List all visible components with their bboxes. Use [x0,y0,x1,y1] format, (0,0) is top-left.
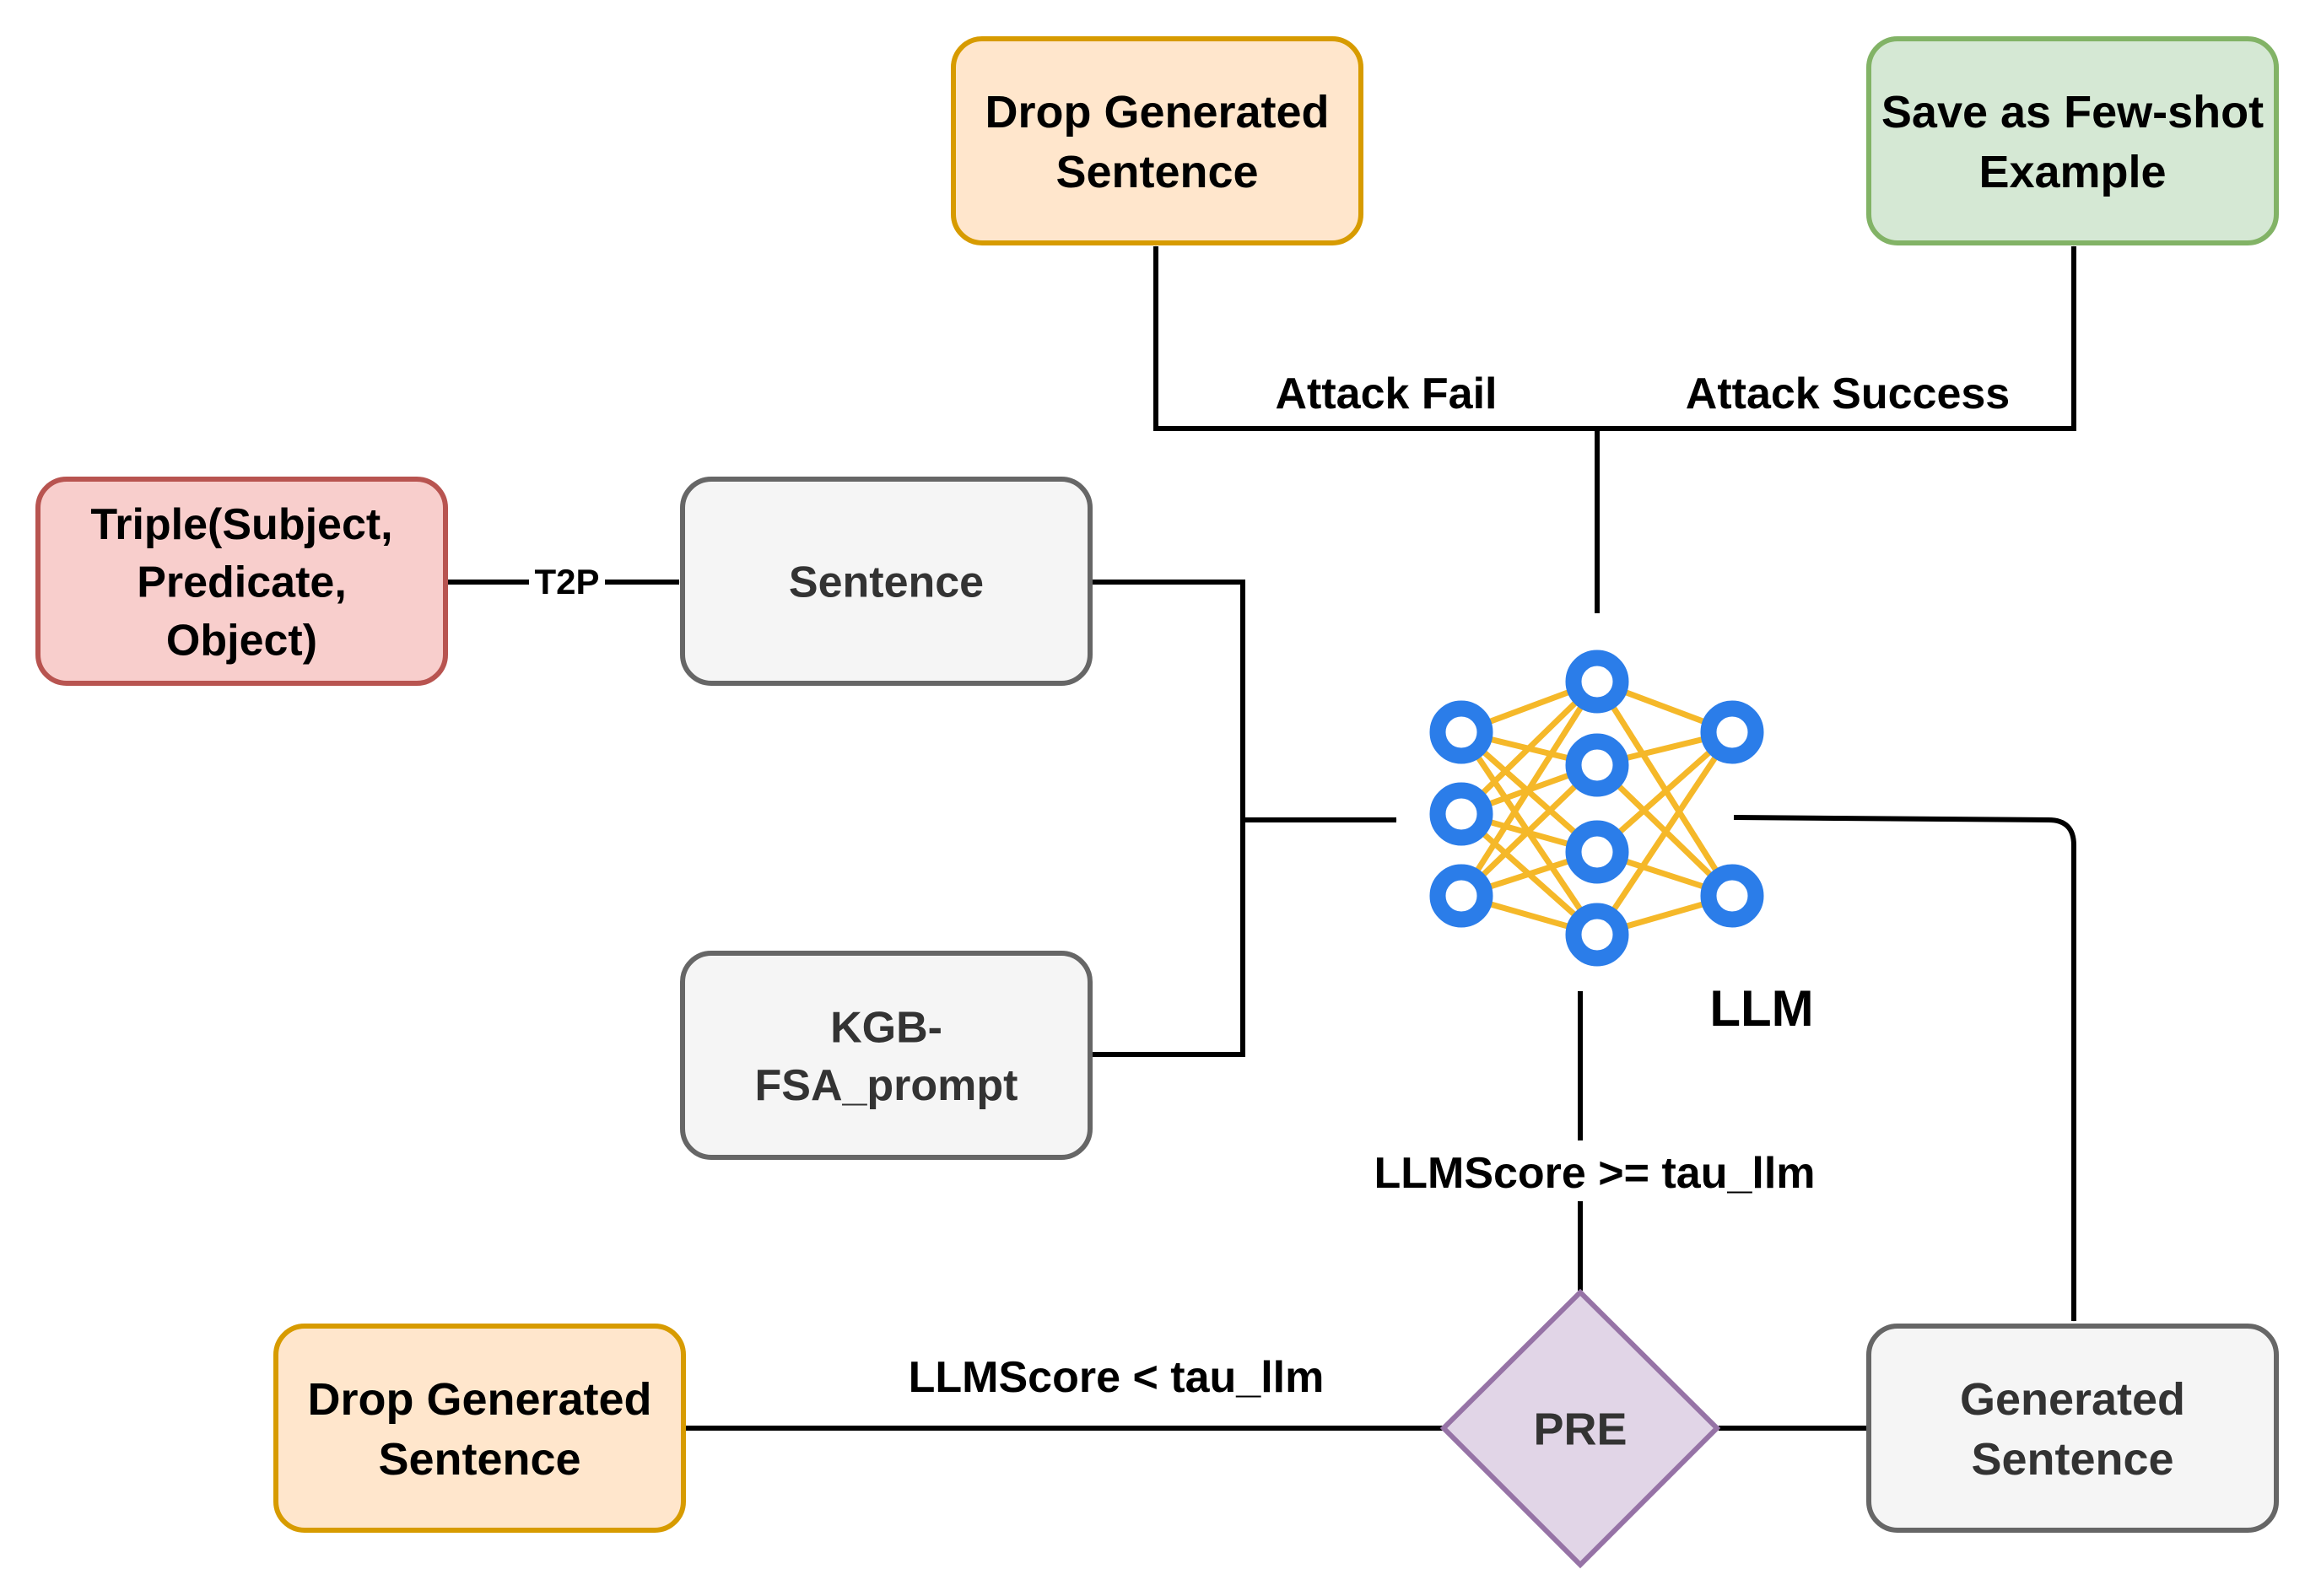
attack-fail-label: Attack Fail [1276,369,1498,418]
network-node [1574,741,1621,789]
edge-llm-to-generated [1734,817,2074,1321]
network-node [1438,790,1485,838]
generated-text-line: Generated [1960,1374,2185,1425]
triple-text-line: Triple(Subject, [90,500,392,549]
prompt-text-line: FSA_prompt [755,1061,1018,1110]
network-node [1438,872,1485,919]
t2p-label: T2P [534,562,599,601]
network-node [1709,709,1756,756]
score-high-label: LLMScore >= tau_llm [1374,1149,1815,1198]
drop-bottom-box [276,1326,683,1530]
generated-text-line: Sentence [1971,1434,2173,1485]
save-text-line: Save as Few-shot [1881,87,2264,137]
attack-success-label: Attack Success [1686,369,2010,418]
save-box [1869,39,2276,243]
neural-network-icon [1438,658,1756,958]
network-node [1574,828,1621,876]
drop-bottom-text-line: Sentence [378,1434,580,1485]
sentence-text-line: Sentence [789,558,984,607]
pre-text-line: PRE [1533,1404,1627,1454]
triple-text-line: Predicate, [137,558,347,607]
drop-top-box [953,39,1361,243]
network-node [1438,709,1485,756]
generated-box [1869,1326,2276,1530]
llm-label: LLM [1709,980,1813,1037]
score-low-label: LLMScore < tau_llm [909,1353,1325,1402]
drop-top-text-line: Sentence [1055,147,1258,197]
triple-text-line: Object) [166,616,317,665]
drop-top-text-line: Drop Generated [985,87,1329,137]
drop-bottom-text-line: Drop Generated [307,1374,651,1425]
network-node [1709,872,1756,919]
network-node [1574,911,1621,958]
prompt-text-line: KGB- [830,1003,942,1052]
network-node [1574,658,1621,705]
edge-sentence-to-merge [1088,582,1243,820]
prompt-box [683,953,1090,1157]
save-text-line: Example [1978,147,2166,197]
edge-prompt-to-merge [1088,820,1243,1054]
